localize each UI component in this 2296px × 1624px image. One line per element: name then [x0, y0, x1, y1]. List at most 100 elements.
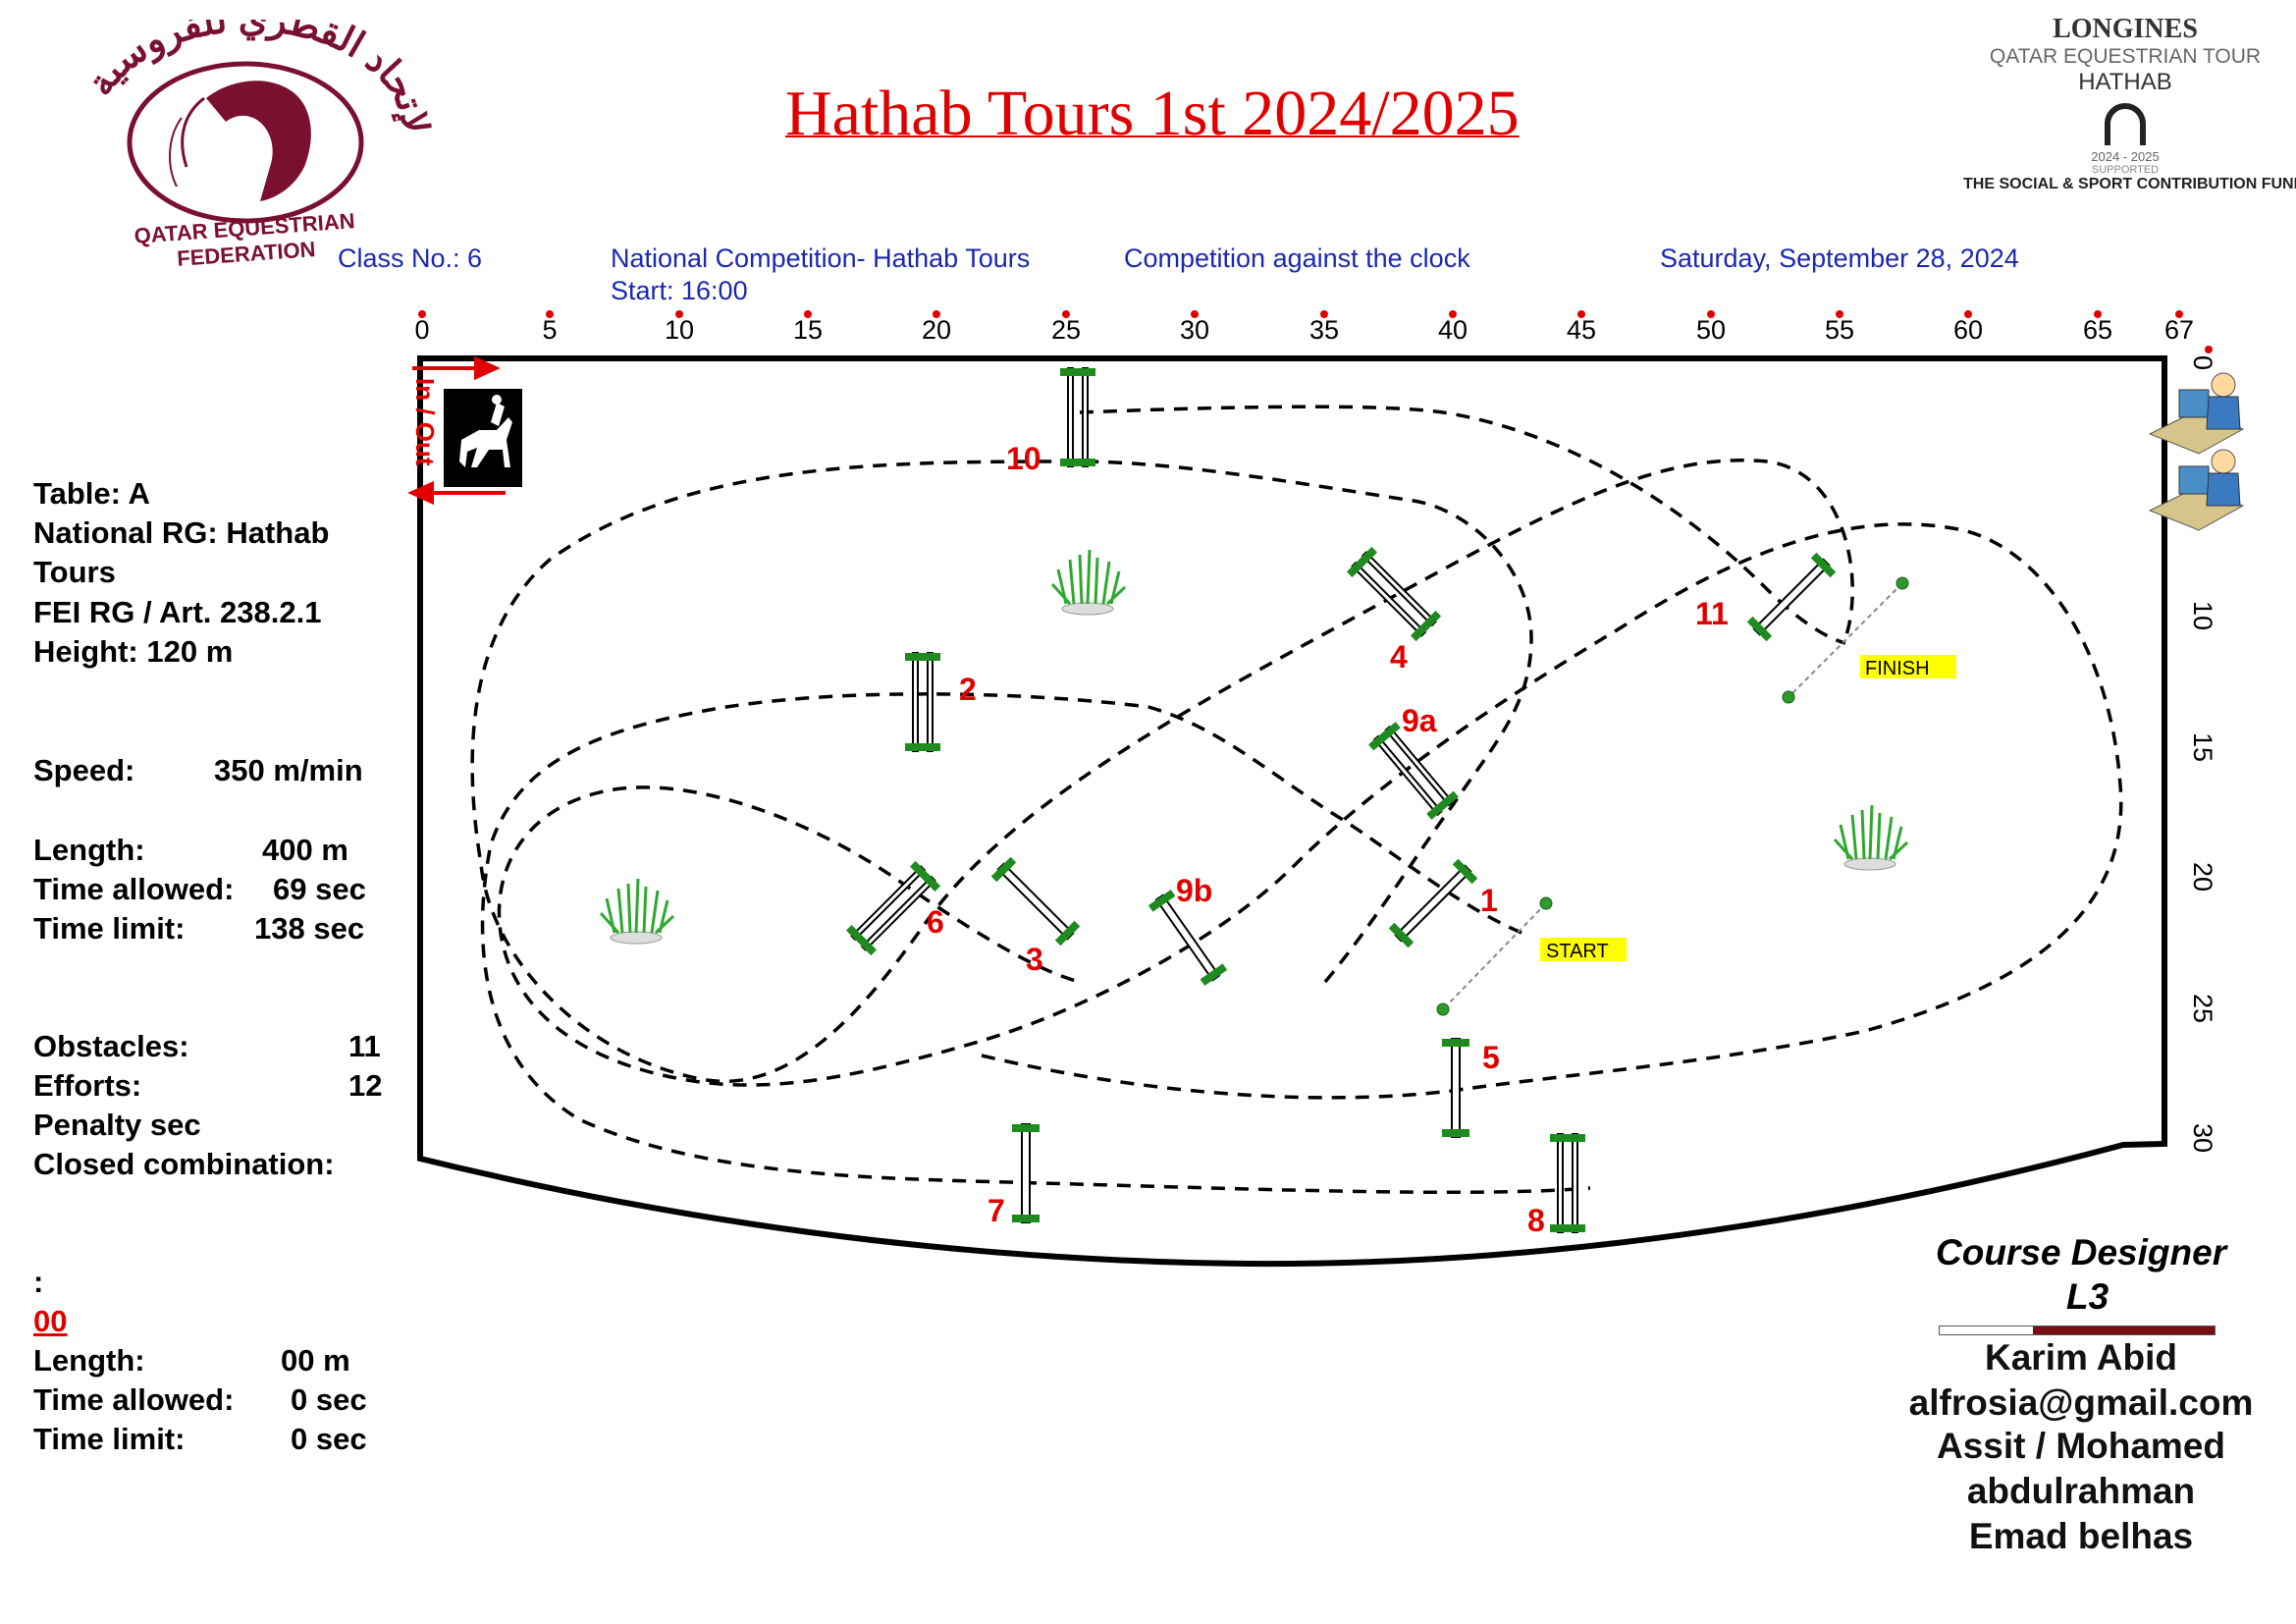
jo-time-allowed-value: 0 sec [291, 1382, 367, 1417]
finish-label: FINISH [1865, 658, 1930, 679]
obstacle-number: 2 [959, 672, 977, 707]
x-tick: 10 [665, 315, 694, 345]
national-rg-line1: National RG: Hathab [33, 515, 330, 550]
obstacle-7 [1012, 1123, 1040, 1223]
arena-boundary [417, 355, 2167, 1268]
jo-length-label: Length: [33, 1343, 145, 1378]
x-tick: 30 [1180, 315, 1209, 345]
time-allowed-value: 69 sec [273, 872, 366, 906]
obstacles-label: Obstacles: [33, 1029, 189, 1063]
obstacle-8 [1550, 1133, 1585, 1233]
x-tick: 25 [1051, 315, 1081, 345]
obstacle-number: 9b [1176, 873, 1212, 908]
obstacle-2 [905, 652, 940, 752]
x-tick: 35 [1309, 315, 1339, 345]
designer-email: alfrosia@gmail.com [1908, 1382, 2254, 1423]
time-limit-value: 138 sec [254, 911, 365, 946]
obstacle-number: 3 [1026, 942, 1043, 977]
page-title: Hathab Tours 1st 2024/2025 [785, 78, 1520, 149]
y-tick: 15 [2188, 732, 2217, 762]
federation-logo: الإتحاد القطري للفروسية QATAR EQUESTRIAN… [54, 0, 436, 271]
time-allowed-label: Time allowed: [33, 872, 235, 906]
speed-value: 350 m/min [214, 753, 363, 787]
class-number: Class No.: 6 [338, 244, 483, 273]
obstacle-number: 1 [1480, 883, 1498, 918]
competition-name: National Competition- Hathab Tours [611, 244, 1031, 273]
competition-type: Competition against the clock [1124, 244, 1470, 273]
obstacle-6 [845, 860, 941, 956]
national-rg-line2: Tours [33, 555, 116, 589]
competition-date: Saturday, September 28, 2024 [1660, 244, 2019, 273]
x-tick: 55 [1825, 315, 1854, 345]
length-value: 400 m [262, 833, 348, 867]
obstacle-number: 11 [1695, 596, 1729, 631]
length-label: Length: [33, 833, 145, 867]
obstacle-3 [990, 856, 1081, 947]
time-limit-label: Time limit: [33, 911, 186, 946]
designer-level: L3 [2066, 1276, 2109, 1317]
sponsor-name: HATHAB [2078, 69, 2172, 95]
horseshoe-icon [1963, 96, 2287, 149]
obstacle-10 [1060, 367, 1095, 467]
in-out-marker [407, 355, 506, 506]
sponsor-brand: LONGINES [2053, 14, 2198, 44]
sponsor-tour: QATAR EQUESTRIAN TOUR [1989, 45, 2262, 68]
x-tick: 45 [1567, 315, 1596, 345]
obstacle-number: 4 [1390, 639, 1408, 675]
x-tick-labels: 0 5 10 15 20 25 30 35 40 45 50 55 60 65 … [414, 315, 2194, 345]
jump-off-code: 00 [33, 1304, 68, 1338]
x-tick: 0 [414, 315, 429, 345]
closed-combination-label: Closed combination: [33, 1147, 335, 1181]
obstacle-9b [1148, 890, 1228, 986]
jo-time-limit-label: Time limit: [33, 1422, 186, 1456]
jo-time-limit-value: 0 sec [291, 1422, 367, 1456]
x-tick-marks [418, 310, 2183, 318]
y-tick: 20 [2188, 862, 2217, 892]
jo-time-allowed-label: Time allowed: [33, 1382, 235, 1417]
x-tick: 67 [2164, 315, 2194, 345]
plant-decoration-icon [599, 877, 675, 946]
efforts-label: Efforts: [33, 1068, 142, 1103]
competition-start: Start: 16:00 [611, 276, 748, 305]
obstacles-value: 11 [348, 1029, 381, 1063]
y-tick: 25 [2188, 994, 2217, 1023]
obstacle-4 [1346, 546, 1442, 642]
plant-decoration-icon [1050, 548, 1127, 617]
start-flag [1540, 938, 1627, 961]
x-tick: 60 [1953, 315, 1983, 345]
start-label: START [1546, 941, 1609, 962]
x-tick: 65 [2083, 315, 2112, 345]
penalty-label: Penalty sec [33, 1108, 201, 1142]
efforts-value: 12 [348, 1068, 383, 1103]
obstacle-9a [1368, 722, 1459, 820]
y-tick: 10 [2188, 601, 2217, 630]
designer-name: Karim Abid [1985, 1337, 2177, 1378]
jo-length-value: 00 m [281, 1343, 350, 1378]
jump-off-colon: : [33, 1265, 44, 1299]
sponsor-supported: SUPPORTED [2091, 164, 2160, 176]
obstacle-number: 7 [988, 1193, 1005, 1228]
obstacle-number: 8 [1527, 1203, 1545, 1238]
x-tick: 50 [1696, 315, 1726, 345]
in-out-label: In / Out [410, 378, 440, 466]
designer-divider [1939, 1326, 2216, 1335]
assistant-line1: Assit / Mohamed [1937, 1426, 2225, 1466]
x-tick: 15 [793, 315, 823, 345]
course-designer-heading: Course Designer [1936, 1232, 2227, 1272]
obstacle-number: 6 [927, 904, 944, 940]
y-tick: 0 [2188, 355, 2217, 370]
obstacle-1 [1388, 858, 1478, 948]
obstacle-number: 10 [1006, 441, 1041, 476]
assistant-line3: Emad belhas [1968, 1516, 2194, 1556]
speed-label: Speed: [33, 753, 135, 787]
fei-rg: FEI RG / Art. 238.2.1 [33, 595, 322, 629]
assistant-line2: abdulrahman [1966, 1471, 2196, 1511]
sponsor-block: LONGINES QATAR EQUESTRIAN TOUR HATHAB 20… [1963, 14, 2296, 193]
obstacle-number: 5 [1482, 1040, 1500, 1075]
height: Height: 120 m [33, 634, 234, 669]
x-tick: 40 [1438, 315, 1468, 345]
table-type: Table: A [33, 476, 150, 511]
obstacle-number: 9a [1402, 703, 1437, 738]
finish-flag [1860, 655, 1956, 678]
